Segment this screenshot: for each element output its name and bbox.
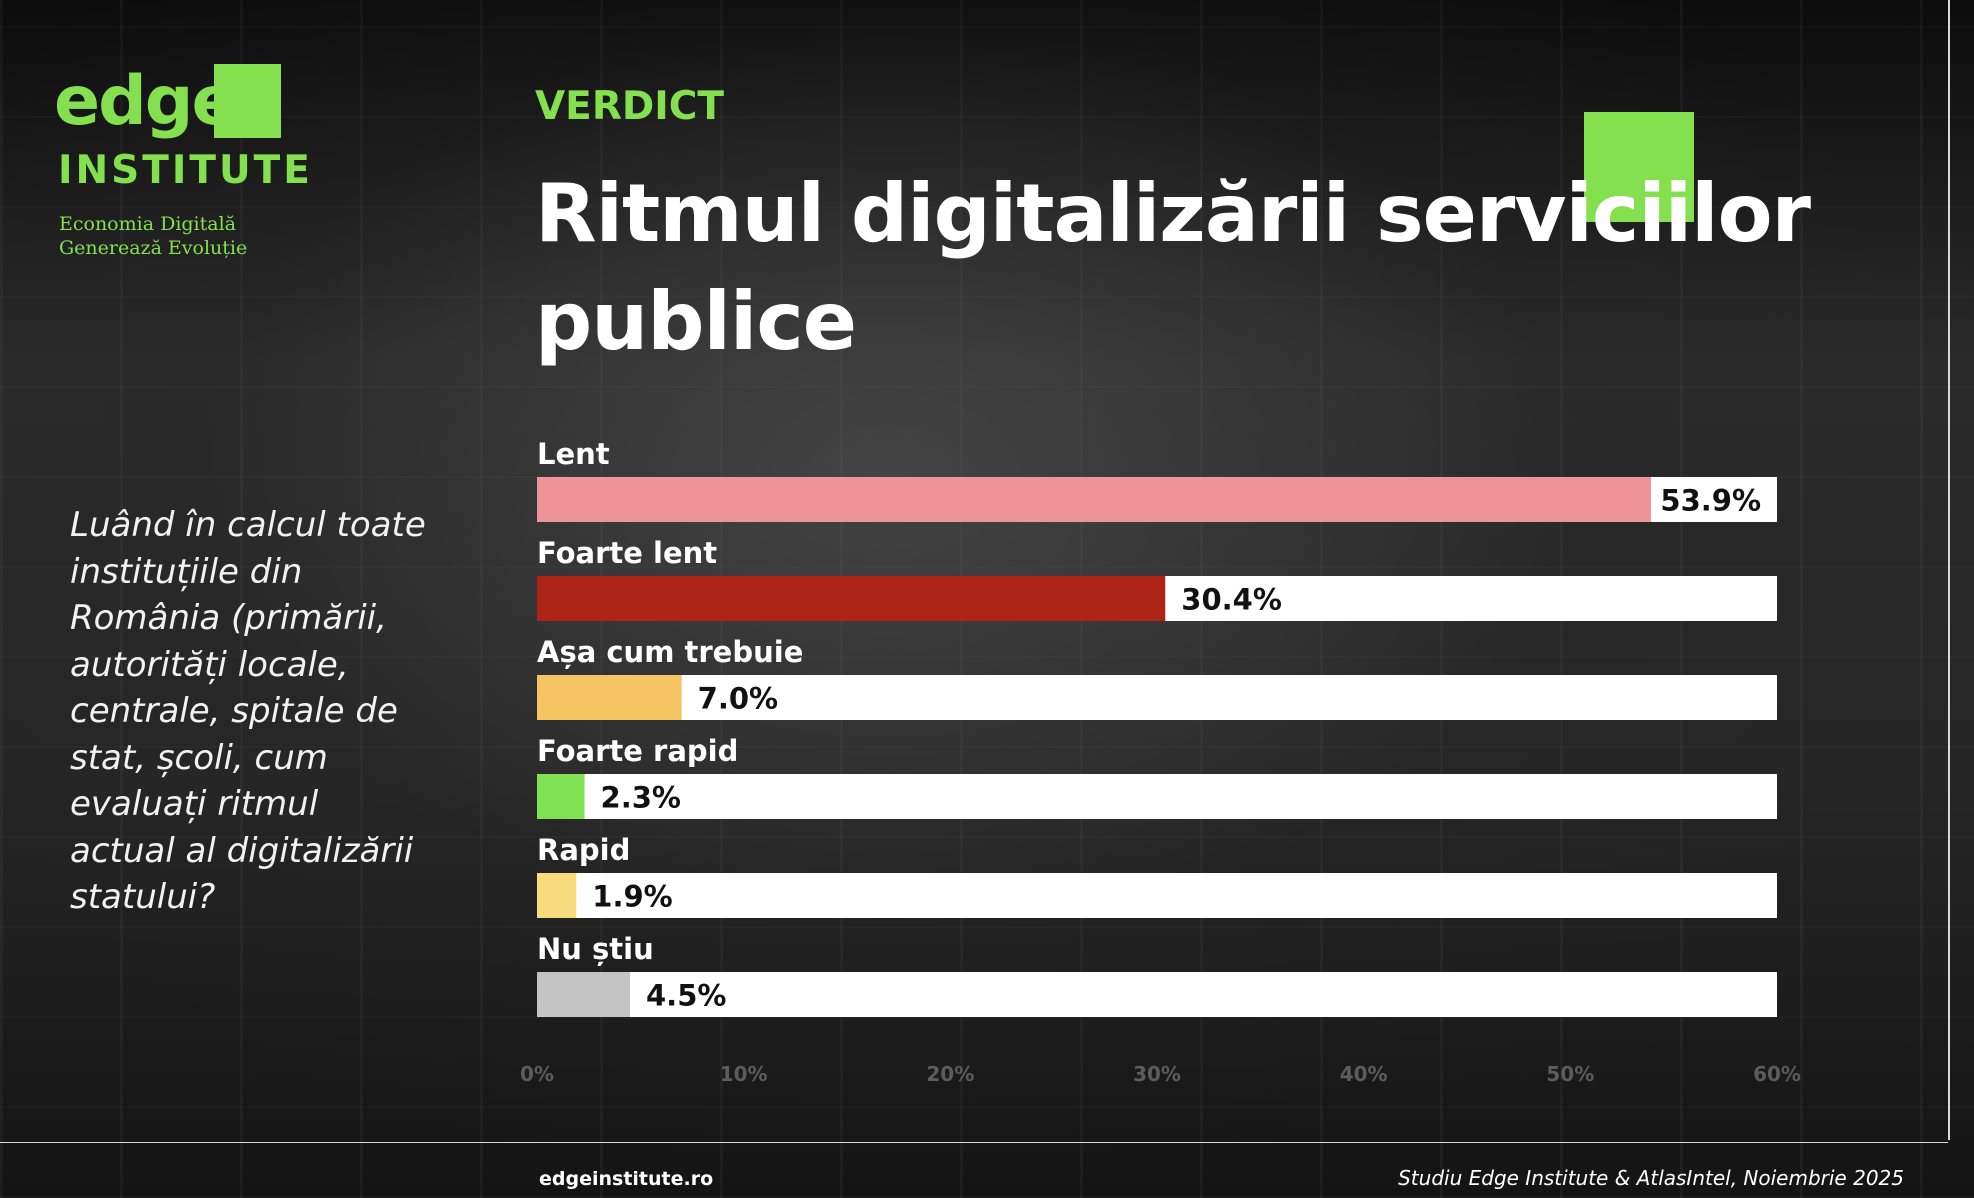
category-label: Lent bbox=[537, 437, 610, 471]
x-tick-label: 40% bbox=[1340, 1062, 1388, 1086]
x-tick-label: 30% bbox=[1133, 1062, 1181, 1086]
bar bbox=[537, 477, 1651, 522]
logo-tagline: Economia Digitală Generează Evoluție bbox=[59, 212, 299, 260]
value-label: 53.9% bbox=[1660, 484, 1761, 518]
x-tick-label: 60% bbox=[1753, 1062, 1801, 1086]
category-label: Foarte rapid bbox=[537, 734, 738, 768]
category-label: Așa cum trebuie bbox=[537, 635, 803, 669]
bar bbox=[537, 774, 585, 819]
frame-border bbox=[1948, 0, 1950, 1140]
title-accent-square bbox=[1584, 112, 1694, 222]
logo-tagline-line-1: Economia Digitală bbox=[59, 213, 237, 235]
footer-divider bbox=[0, 1142, 1948, 1143]
bar-track bbox=[537, 972, 1777, 1017]
logo-institute: INSTITUTE bbox=[58, 148, 313, 193]
bar bbox=[537, 576, 1166, 621]
x-tick-label: 10% bbox=[720, 1062, 768, 1086]
survey-question: Luând în calcul toate instituțiile din R… bbox=[70, 505, 426, 917]
category-label: Nu știu bbox=[537, 932, 654, 966]
category-label: Rapid bbox=[537, 833, 630, 867]
logo-square bbox=[214, 64, 281, 138]
value-label: 2.3% bbox=[601, 781, 681, 815]
x-tick-label: 0% bbox=[520, 1062, 554, 1086]
value-label: 7.0% bbox=[698, 682, 778, 716]
source-note: Studiu Edge Institute & AtlasIntel, Noie… bbox=[1398, 1166, 1904, 1190]
bar bbox=[537, 675, 682, 720]
page-title: Ritmul digitalizării serviciilor publice bbox=[535, 167, 1811, 368]
website-link[interactable]: edgeinstitute.ro bbox=[539, 1168, 714, 1190]
bar-track bbox=[537, 774, 1777, 819]
kicker-label: VERDICT bbox=[535, 84, 724, 129]
x-tick-label: 20% bbox=[926, 1062, 974, 1086]
category-label: Foarte lent bbox=[537, 536, 717, 570]
bar bbox=[537, 873, 577, 918]
edge-institute-logo: edge INSTITUTE Economia Digitală Generea… bbox=[54, 62, 314, 272]
bar-track bbox=[537, 873, 1777, 918]
bar bbox=[537, 972, 630, 1017]
x-tick-label: 50% bbox=[1546, 1062, 1594, 1086]
logo-brand: edge bbox=[54, 62, 238, 141]
value-label: 4.5% bbox=[646, 979, 726, 1013]
bar-track bbox=[537, 675, 1777, 720]
value-label: 30.4% bbox=[1181, 583, 1282, 617]
logo-tagline-line-2: Generează Evoluție bbox=[59, 237, 248, 259]
value-label: 1.9% bbox=[592, 880, 672, 914]
